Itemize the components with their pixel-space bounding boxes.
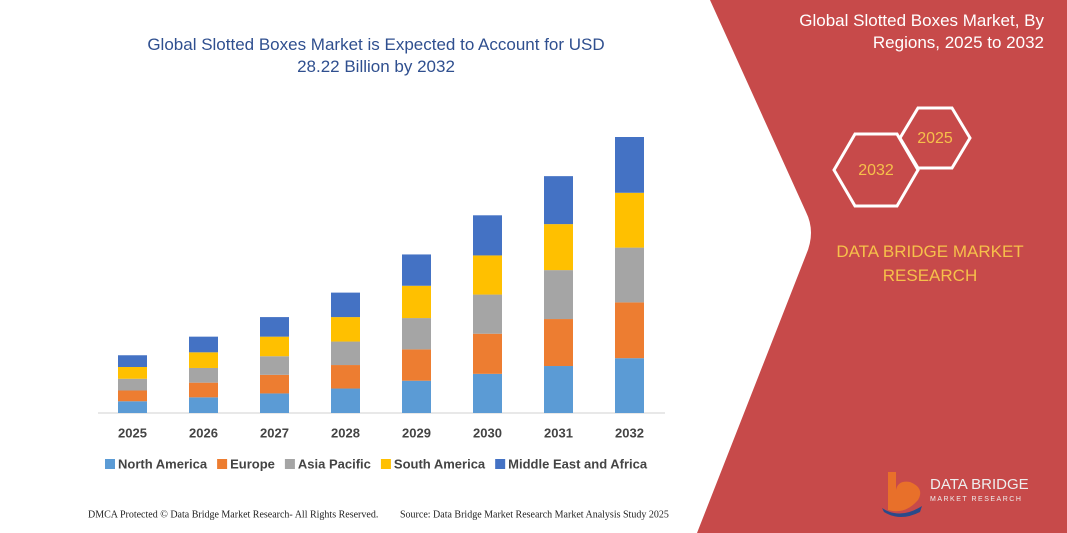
bar-segment: [118, 355, 147, 367]
footer-left: DMCA Protected © Data Bridge Market Rese…: [88, 509, 378, 520]
logo-name: DATA BRIDGE: [930, 476, 1029, 493]
x-tick-label: 2028: [331, 425, 360, 440]
x-tick-label: 2027: [260, 425, 289, 440]
bar-segment: [118, 378, 147, 391]
hex-label: 2032: [858, 162, 894, 179]
bar-segment: [615, 192, 644, 248]
hexagon: [832, 132, 920, 208]
bar-segment: [544, 270, 573, 320]
bar-segment: [615, 247, 644, 303]
bar-segment: [402, 380, 431, 413]
bar-segment: [189, 352, 218, 368]
x-tick-label: 2032: [615, 425, 644, 440]
hex-label: 2025: [917, 130, 953, 147]
bar-segment: [118, 390, 147, 402]
bar-segment: [331, 292, 360, 318]
bar-segment: [331, 365, 360, 389]
bar-segment: [260, 336, 289, 357]
legend-swatch: [105, 459, 115, 469]
bar-segment: [473, 373, 502, 413]
bar-segment: [260, 317, 289, 337]
bar-segment: [331, 317, 360, 342]
x-tick-label: 2025: [118, 425, 147, 440]
logo-mark: [882, 506, 922, 517]
bar-segment: [544, 224, 573, 271]
bar-segment: [473, 333, 502, 374]
legend-swatch: [284, 459, 295, 469]
chart-title: Global Slotted Boxes Market is Expected …: [147, 35, 604, 76]
bar-segment: [615, 137, 644, 193]
bar-segment: [402, 254, 431, 286]
bar-segment: [118, 401, 147, 413]
bar-segment: [473, 255, 502, 295]
bar-segment: [260, 374, 289, 394]
bar-segment: [544, 366, 573, 413]
x-tick-label: 2029: [402, 425, 431, 440]
bar-segment: [473, 215, 502, 256]
legend-swatch: [217, 459, 228, 469]
bar-segment: [473, 294, 502, 334]
legend-swatch: [380, 459, 391, 469]
bar-segment: [260, 356, 289, 375]
bar-segment: [544, 319, 573, 367]
bar-segment: [189, 336, 218, 353]
legend-label: Middle East and Africa: [508, 456, 648, 471]
x-tick-label: 2030: [473, 425, 502, 440]
bar-segment: [189, 382, 218, 398]
bar-segment: [331, 341, 360, 366]
bar-segment: [118, 367, 147, 379]
legend-label: North America: [118, 456, 208, 471]
footer-right: Source: Data Bridge Market Research Mark…: [400, 509, 669, 520]
bar-segment: [189, 367, 218, 383]
x-tick-label: 2031: [544, 425, 573, 440]
legend-swatch: [495, 459, 506, 469]
brand-text: DATA BRIDGE MARKET RESEARCH: [836, 242, 1023, 285]
bar-segment: [615, 302, 644, 359]
logo: DATA BRIDGE MARKET RESEARCH: [882, 472, 1029, 517]
bar-segment: [189, 397, 218, 413]
logo-tagline: MARKET RESEARCH: [930, 496, 1022, 503]
x-tick-label: 2026: [189, 425, 218, 440]
bar-segment: [544, 176, 573, 225]
bar-segment: [402, 285, 431, 319]
legend-label: Europe: [230, 456, 275, 471]
bar-segment: [615, 358, 644, 413]
side-panel: [697, 0, 1067, 533]
bar-segment: [260, 393, 289, 413]
logo-mark: [888, 472, 921, 512]
panel-title: Global Slotted Boxes Market, By Regions, …: [799, 11, 1044, 52]
bar-segment: [331, 388, 360, 413]
legend-label: South America: [394, 456, 486, 471]
bar-segment: [402, 349, 431, 381]
legend-label: Asia Pacific: [298, 456, 371, 471]
bar-segment: [402, 318, 431, 350]
